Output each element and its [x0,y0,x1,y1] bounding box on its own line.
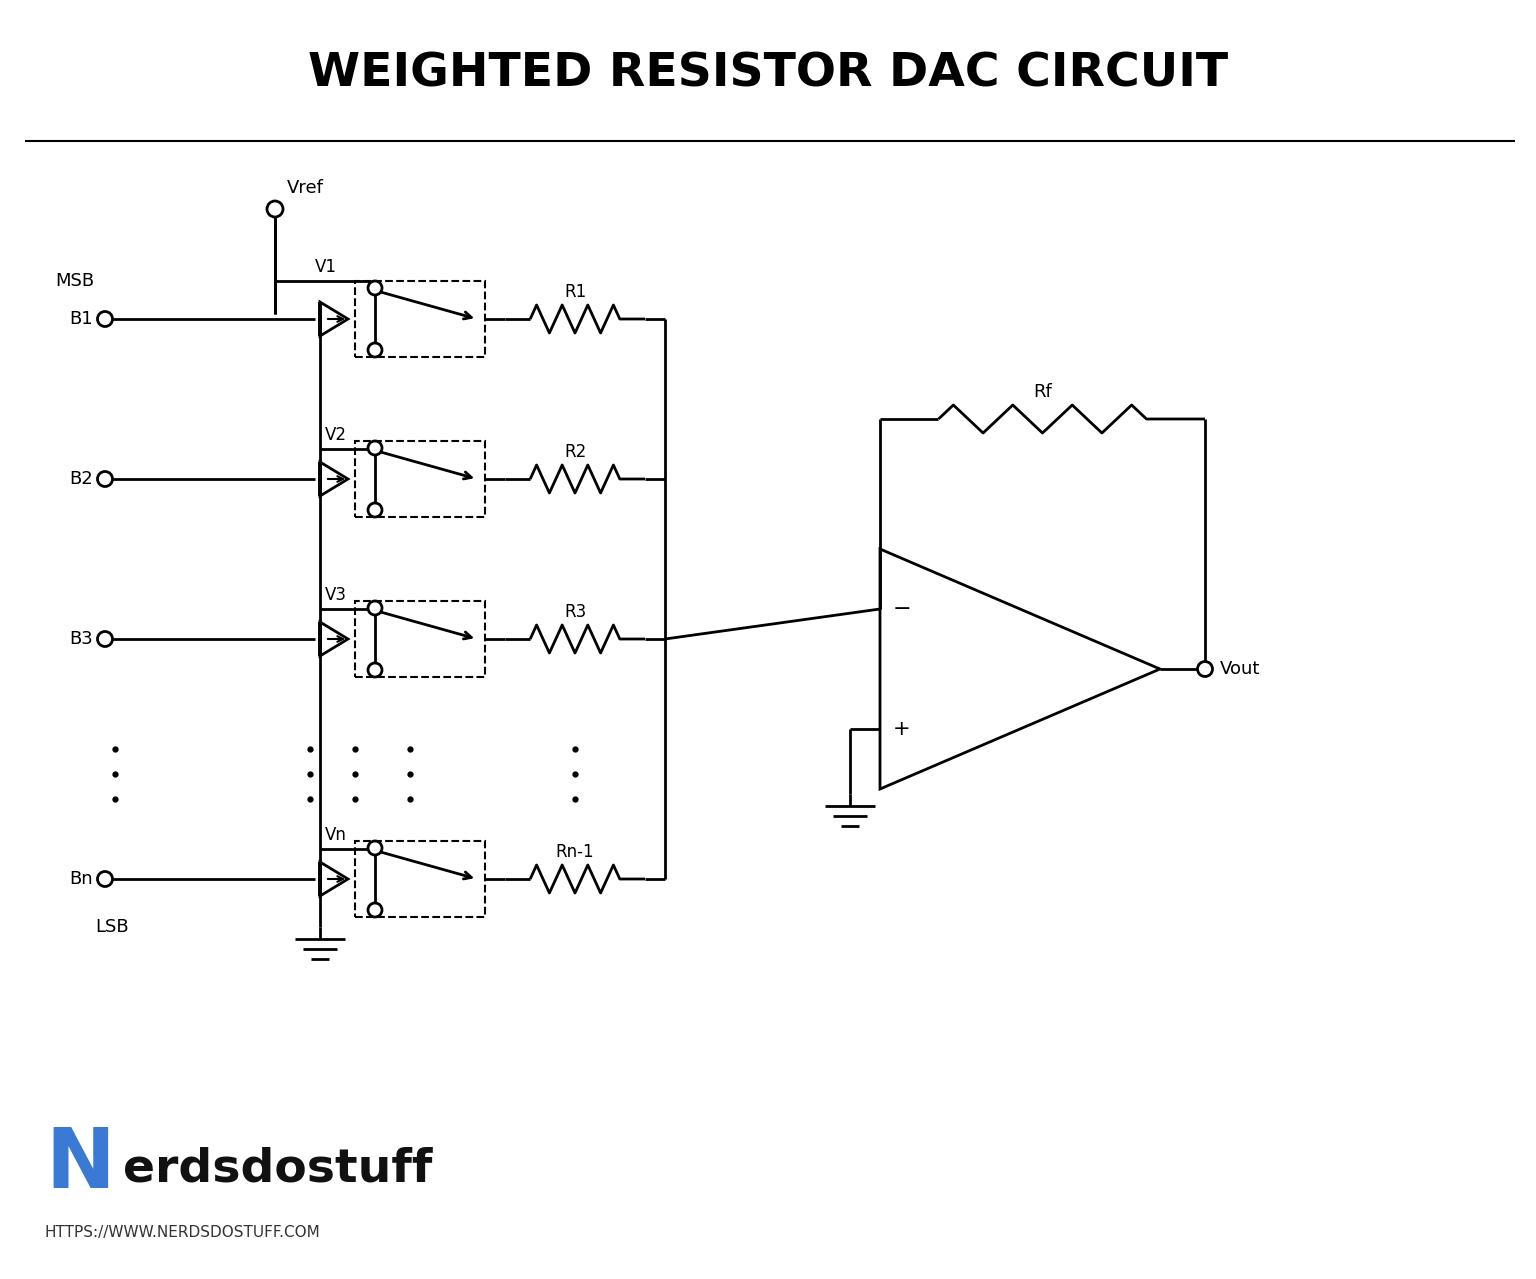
Text: MSB: MSB [55,272,94,290]
Circle shape [267,201,283,217]
Text: B2: B2 [69,469,94,489]
Circle shape [369,903,382,917]
Circle shape [369,503,382,517]
Text: Rn-1: Rn-1 [556,843,594,861]
Bar [355,842,485,917]
Text: B1: B1 [69,310,94,327]
Circle shape [97,871,112,886]
Text: −: − [892,599,911,619]
Text: B3: B3 [69,631,94,648]
Text: Rf: Rf [1034,382,1052,402]
Text: N: N [45,1123,115,1205]
Bar [355,281,485,357]
Text: WEIGHTED RESISTOR DAC CIRCUIT: WEIGHTED RESISTOR DAC CIRCUIT [307,51,1229,96]
Text: Vout: Vout [1220,660,1261,678]
Text: Vn: Vn [326,826,347,844]
Circle shape [1198,661,1212,677]
Text: Bn: Bn [69,870,94,888]
Text: HTTPS://WWW.NERDSDOSTUFF.COM: HTTPS://WWW.NERDSDOSTUFF.COM [45,1224,321,1239]
Text: V1: V1 [315,258,336,276]
Text: V2: V2 [326,426,347,444]
Bar [355,441,485,517]
Circle shape [97,472,112,486]
Circle shape [369,343,382,357]
Text: Vref: Vref [287,179,324,197]
Bar [355,601,485,677]
Text: R1: R1 [564,283,587,301]
Circle shape [369,441,382,455]
Text: erdsdostuff: erdsdostuff [123,1146,432,1192]
Circle shape [369,601,382,615]
Circle shape [369,842,382,854]
Text: LSB: LSB [95,918,129,936]
Text: R3: R3 [564,602,587,622]
Text: V3: V3 [326,586,347,604]
Circle shape [97,312,112,326]
Circle shape [369,663,382,677]
Text: R2: R2 [564,443,587,460]
Text: +: + [894,719,911,739]
Circle shape [369,281,382,295]
Circle shape [97,632,112,646]
